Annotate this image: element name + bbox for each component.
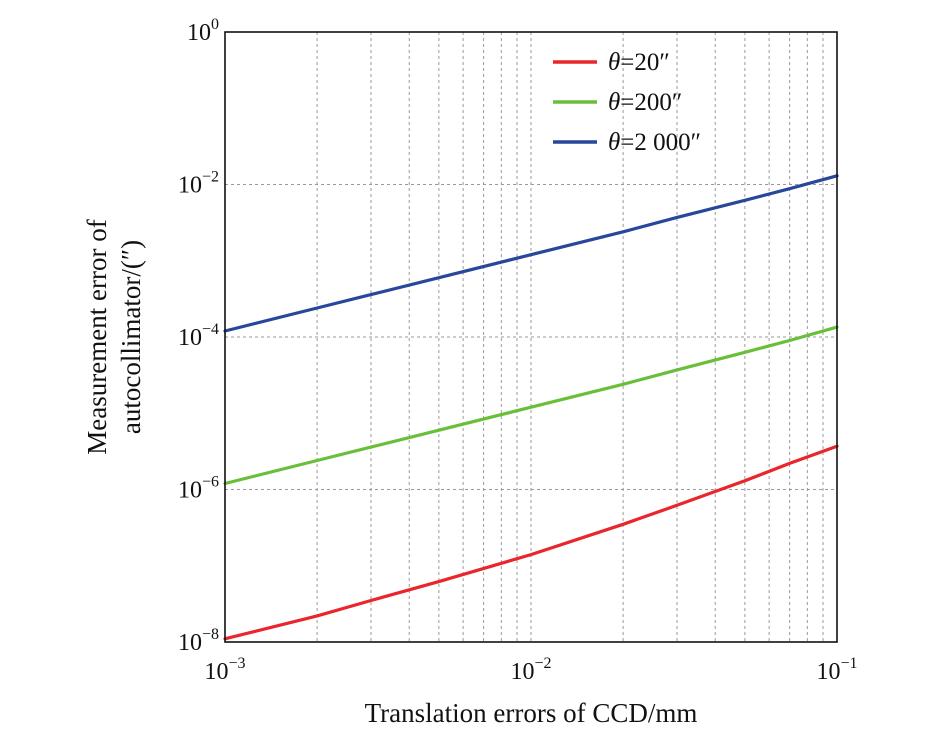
y-tick-label: 10−6 bbox=[178, 474, 219, 504]
y-tick-label: 100 bbox=[187, 16, 219, 46]
plot-frame bbox=[224, 31, 838, 643]
x-tick-label: 10−3 bbox=[204, 655, 245, 685]
y-axis-label: Measurement error of autocollimator/(″) bbox=[82, 219, 146, 454]
x-tick-label: 10−1 bbox=[816, 655, 857, 685]
series-line-3 bbox=[223, 174, 839, 333]
x-axis-label: Translation errors of CCD/mm bbox=[365, 698, 698, 728]
series-line-2 bbox=[223, 325, 839, 486]
legend-label-1: θ=20″ bbox=[608, 49, 670, 76]
legend: θ=20″ θ=200″ θ=2 000″ bbox=[553, 49, 701, 156]
y-tick-labels: 100 10−2 10−4 10−6 10−8 bbox=[178, 16, 219, 656]
x-tick-labels: 10−3 10−2 10−1 bbox=[204, 655, 857, 685]
y-tick-label: 10−4 bbox=[178, 321, 219, 351]
legend-label-3: θ=2 000″ bbox=[608, 129, 701, 156]
y-axis-label-line-1: Measurement error of bbox=[82, 219, 112, 454]
y-axis-label-line-2: autocollimator/(″) bbox=[116, 240, 146, 434]
y-tick-label: 10−2 bbox=[178, 169, 219, 199]
y-tick-label: 10−8 bbox=[178, 626, 219, 656]
legend-label-2: θ=200″ bbox=[608, 89, 682, 116]
x-tick-label: 10−2 bbox=[510, 655, 551, 685]
series-lines bbox=[223, 174, 839, 641]
series-line-1 bbox=[223, 444, 839, 641]
grid bbox=[225, 32, 837, 642]
